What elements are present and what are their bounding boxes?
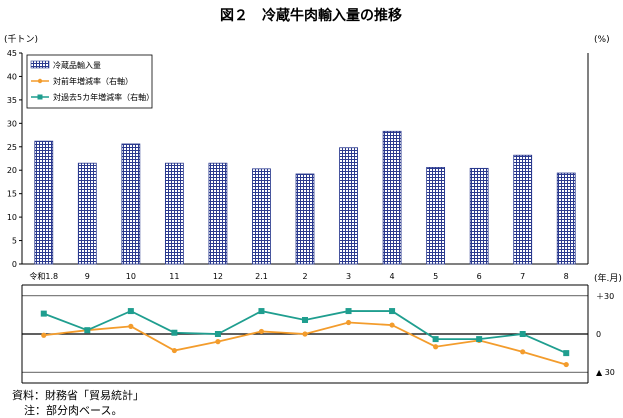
legend-bar-swatch <box>30 60 50 69</box>
line-y-tick-label: ＋30 <box>596 292 614 301</box>
x-tick-label: 9 <box>85 272 90 281</box>
bar-y-tick-label: 0 <box>12 260 17 269</box>
left-axis-unit: (千トン) <box>4 34 38 45</box>
bar-4 <box>208 162 228 265</box>
bar-y-tick-label: 25 <box>7 143 17 152</box>
x-tick-label: 8 <box>564 272 569 281</box>
bar-y-tick-label: 5 <box>12 237 17 246</box>
chart-title: 図２ 冷蔵牛肉輸入量の推移 <box>220 7 402 24</box>
legend-line1-label: 対前年増減率（右軸） <box>53 76 133 86</box>
bar-10 <box>469 167 489 265</box>
series-1-point-3 <box>171 329 178 336</box>
x-tick-label: 11 <box>169 272 179 281</box>
legend-bar-label: 冷蔵品輸入量 <box>53 60 101 70</box>
right-axis-unit: (%) <box>594 35 610 45</box>
series-0-point-4 <box>215 339 221 345</box>
x-axis-unit: (年.月) <box>594 272 622 284</box>
series-1-point-9 <box>432 336 439 343</box>
series-1-point-12 <box>563 350 570 357</box>
bar-y-tick-label: 40 <box>7 72 17 81</box>
bar-0 <box>34 140 54 265</box>
series-1-point-1 <box>84 327 91 334</box>
note-footnote: 注：部分肉ベース。 <box>24 403 122 417</box>
series-1-point-5 <box>258 308 265 315</box>
bar-y-tick-label: 10 <box>7 213 17 222</box>
series-0-point-3 <box>171 347 177 354</box>
bar-7 <box>339 147 358 265</box>
bar-y-tick-label: 30 <box>7 119 17 128</box>
bar-2 <box>121 143 141 265</box>
x-tick-label: 12 <box>213 272 223 281</box>
x-tick-label: 10 <box>126 272 136 281</box>
series-1-point-4 <box>214 331 221 337</box>
x-tick-label: 7 <box>520 272 525 281</box>
x-tick-label: 4 <box>390 272 395 281</box>
series-0-point-12 <box>563 361 569 368</box>
bar-y-tick-label: 45 <box>7 49 17 58</box>
series-1-point-10 <box>476 336 483 343</box>
bar-8 <box>382 130 402 265</box>
series-1-point-0 <box>40 310 47 317</box>
line-y-tick-label: ▲ 30 <box>596 368 615 377</box>
x-tick-label: 2 <box>302 272 307 281</box>
bar-y-tick-label: 15 <box>7 190 17 199</box>
series-0-point-2 <box>128 323 134 329</box>
note-source: 資料：財務省「貿易統計」 <box>12 388 144 402</box>
bar-9 <box>426 167 446 265</box>
bar-12 <box>556 172 576 265</box>
series-0-point-11 <box>520 349 526 355</box>
bar-11 <box>513 154 533 265</box>
series-0-point-0 <box>41 332 47 338</box>
bar-y-tick-label: 20 <box>7 166 17 175</box>
line-y-tick-label: 0 <box>596 330 601 339</box>
series-1-point-6 <box>302 316 308 323</box>
series-0-point-9 <box>433 344 439 350</box>
x-tick-label: 5 <box>433 272 438 281</box>
bar-3 <box>164 162 184 265</box>
x-tick-label: 令和1.8 <box>29 271 58 281</box>
bar-y-tick-label: 35 <box>7 96 17 105</box>
series-0-point-7 <box>345 319 352 326</box>
series-1-point-7 <box>345 308 352 315</box>
series-1-point-8 <box>389 308 396 315</box>
bar-6 <box>295 173 315 265</box>
bar-1 <box>77 162 97 265</box>
legend-line1-marker <box>37 78 43 84</box>
series-1-point-11 <box>519 331 526 337</box>
series-0-point-8 <box>389 322 395 328</box>
series-line-0 <box>43 321 567 366</box>
legend-line2-marker <box>37 94 43 100</box>
x-tick-label: 2.1 <box>255 272 268 281</box>
series-0-point-5 <box>258 328 265 335</box>
legend-line2-label: 対過去5カ年増減率（右軸） <box>53 92 154 102</box>
bar-5 <box>252 168 271 265</box>
x-tick-label: 3 <box>346 272 351 281</box>
series-0-point-6 <box>302 331 308 337</box>
x-tick-label: 6 <box>477 272 482 281</box>
series-1-point-2 <box>127 308 134 315</box>
